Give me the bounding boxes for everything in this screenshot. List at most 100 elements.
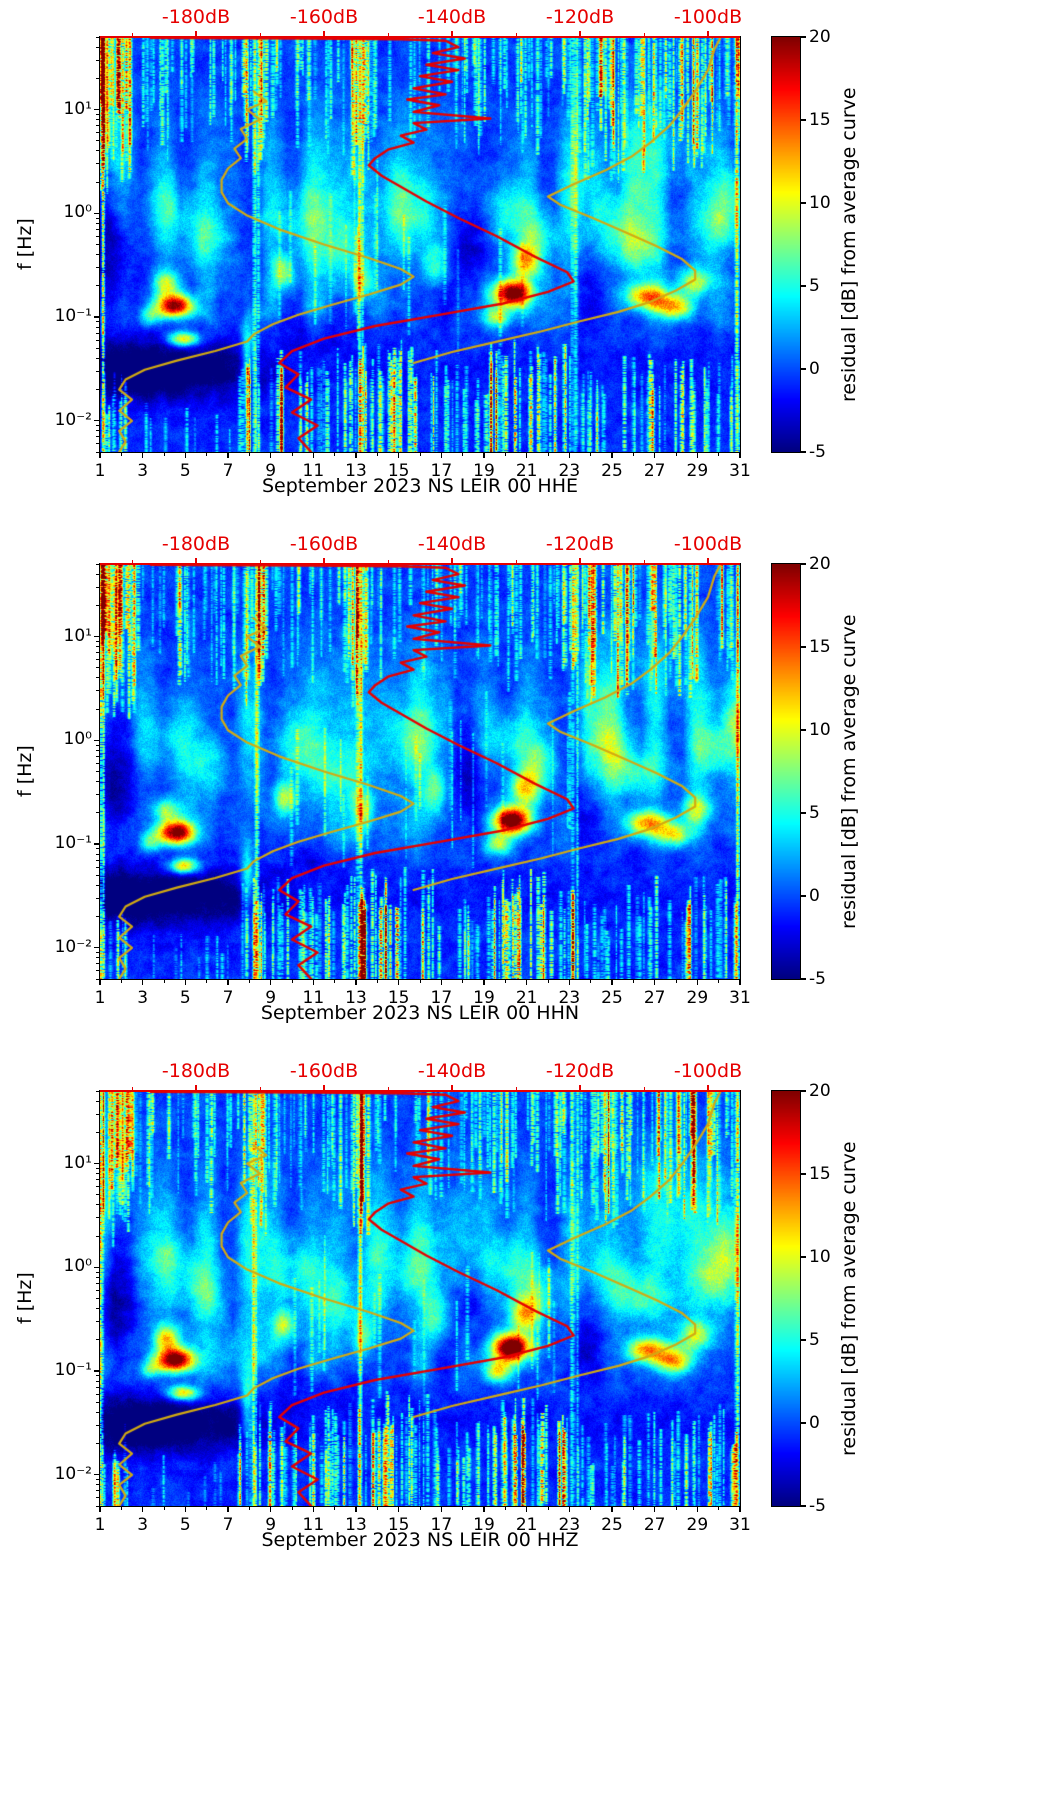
top-axis-tick: [195, 558, 197, 563]
colorbar-tick-label: 20: [809, 26, 831, 47]
y-axis-minor-tick: [96, 866, 99, 868]
y-axis-minor-tick: [96, 667, 99, 669]
y-axis-minor-tick: [96, 370, 99, 372]
x-axis-tick: [142, 1507, 144, 1512]
top-axis-minor-tick: [515, 560, 517, 563]
y-axis-minor-tick: [96, 794, 99, 796]
colorbar-tick: [801, 1256, 806, 1258]
colorbar-tick-label: -5: [809, 1495, 826, 1516]
top-axis-minor-tick: [387, 1087, 389, 1090]
y-axis-minor-tick: [96, 652, 99, 654]
x-axis-tick: [611, 453, 613, 458]
y-axis-minor-tick: [96, 1339, 99, 1341]
top-axis-tick: [579, 1085, 581, 1090]
y-axis-minor-tick: [96, 430, 99, 432]
x-axis-tick: [440, 980, 442, 985]
y-axis-minor-tick: [96, 646, 99, 648]
x-axis-tick: [312, 980, 314, 985]
x-axis-tick: [483, 980, 485, 985]
y-axis-minor-tick: [96, 59, 99, 61]
top-axis-tick: [707, 558, 709, 563]
x-axis-minor-tick: [419, 1507, 421, 1510]
y-axis-minor-tick: [96, 755, 99, 757]
y-axis-tick-label: 10⁻¹: [54, 833, 92, 854]
x-axis-tick-label: 31: [729, 1515, 751, 1535]
top-axis-minor-tick: [387, 33, 389, 36]
x-axis-tick-label: 11: [302, 988, 325, 1008]
x-axis-tick-label: 1: [94, 988, 106, 1008]
colorbar-tick: [801, 368, 806, 370]
x-axis-tick-label: 17: [430, 988, 453, 1008]
y-axis-minor-tick: [96, 1167, 99, 1169]
y-axis-minor-tick: [96, 957, 99, 959]
y-axis-minor-tick: [96, 339, 99, 341]
x-axis-tick-label: 1: [94, 461, 106, 481]
top-axis-tick-label: -120dB: [545, 533, 615, 555]
x-axis-minor-tick: [675, 453, 677, 456]
top-axis-minor-tick: [131, 1087, 133, 1090]
top-axis-tick-label: -120dB: [545, 1060, 615, 1082]
x-axis-tick-label: 11: [302, 1515, 325, 1535]
colorbar-label: residual [dB] from average curve: [838, 614, 860, 929]
x-axis-minor-tick: [163, 453, 165, 456]
spectrogram-plot-hhe: [99, 36, 741, 453]
y-axis-tick: [94, 1162, 99, 1165]
x-axis-tick-label: 17: [430, 461, 453, 481]
x-axis-tick: [654, 1507, 656, 1512]
top-axis-tick-label: -180dB: [161, 6, 231, 28]
x-axis-minor-tick: [120, 1507, 122, 1510]
colorbar: [771, 36, 801, 453]
x-axis-tick: [99, 980, 101, 985]
y-axis-minor-tick: [96, 1217, 99, 1219]
y-axis-minor-tick: [96, 1380, 99, 1382]
y-axis-minor-tick: [96, 267, 99, 269]
top-axis-minor-tick: [387, 560, 389, 563]
x-axis-minor-tick: [419, 980, 421, 983]
y-axis-tick-label: 10⁻²: [54, 936, 92, 957]
y-axis-minor-tick: [96, 163, 99, 165]
spectrogram-plot-hhz: [99, 1090, 741, 1507]
x-axis-tick-label: 3: [137, 988, 149, 1008]
x-axis-minor-tick: [632, 980, 634, 983]
x-axis-tick-label: 7: [222, 461, 234, 481]
x-axis-tick-label: 29: [686, 461, 709, 481]
top-axis-tick: [451, 1085, 453, 1090]
x-axis-minor-tick: [590, 453, 592, 456]
x-axis-tick-label: 9: [265, 988, 277, 1008]
y-axis-minor-tick: [96, 140, 99, 142]
y-axis-minor-tick: [96, 326, 99, 328]
top-axis-spine: [100, 1090, 740, 1092]
x-axis-tick-label: 17: [430, 1515, 453, 1535]
x-axis-tick: [270, 980, 272, 985]
y-axis-minor-tick: [96, 357, 99, 359]
y-axis-minor-tick: [96, 254, 99, 256]
colorbar-tick-label: 0: [809, 885, 820, 906]
x-axis-tick-label: 13: [345, 1515, 367, 1535]
x-axis-tick: [611, 1507, 613, 1512]
x-axis-tick: [696, 1507, 698, 1512]
y-axis-minor-tick: [96, 1131, 99, 1133]
y-axis-tick: [94, 1266, 99, 1268]
x-axis-tick-label: 15: [387, 461, 410, 481]
colorbar-tick: [801, 729, 806, 731]
y-axis-minor-tick: [96, 1276, 99, 1278]
x-axis-tick: [526, 980, 528, 985]
colorbar-tick-label: 20: [809, 553, 831, 574]
top-axis-tick-label: -180dB: [161, 1060, 231, 1082]
x-axis-tick-label: 21: [515, 1515, 538, 1535]
x-axis-tick-label: 27: [643, 461, 666, 481]
x-axis-minor-tick: [547, 453, 549, 456]
colorbar-tick: [801, 36, 806, 38]
y-axis-tick: [94, 635, 99, 638]
x-axis-minor-tick: [462, 980, 464, 983]
y-axis-minor-tick: [96, 46, 99, 48]
x-axis-tick-label: 5: [179, 1515, 191, 1535]
y-axis-minor-tick: [96, 36, 99, 38]
y-axis-minor-tick: [96, 1186, 99, 1188]
colorbar-tick: [801, 119, 806, 121]
x-axis-tick: [227, 980, 229, 985]
x-axis-tick: [312, 453, 314, 458]
y-axis-minor-tick: [96, 119, 99, 121]
x-axis-tick: [568, 1507, 570, 1512]
x-axis-minor-tick: [248, 1507, 250, 1510]
